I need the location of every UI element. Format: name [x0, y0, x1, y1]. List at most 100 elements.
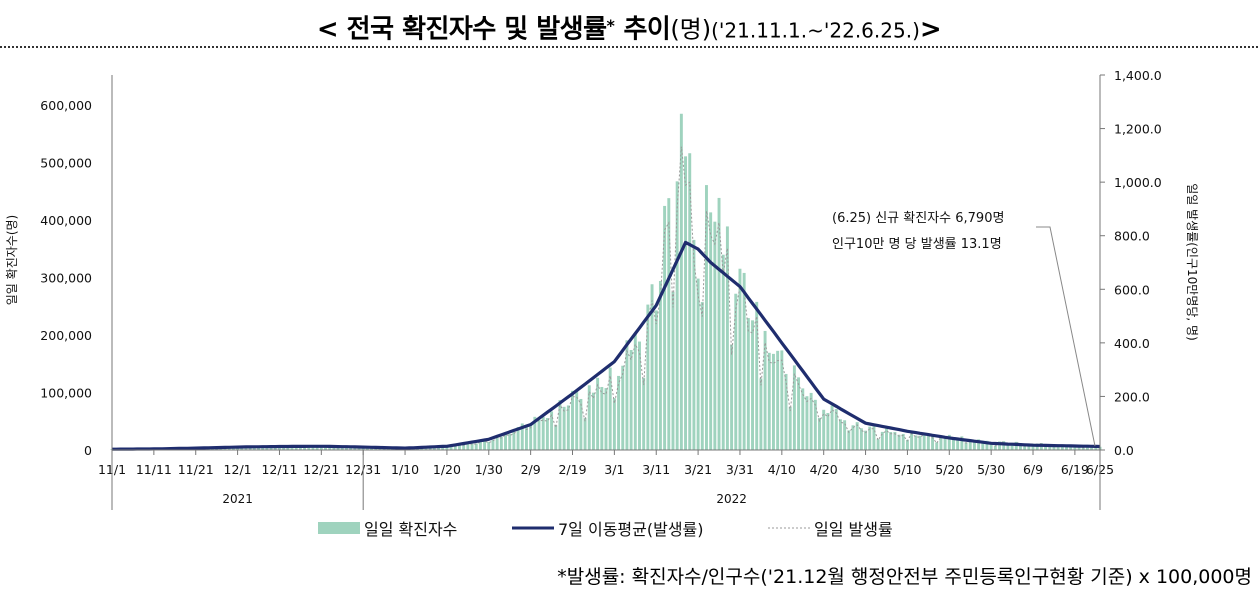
- bar: [466, 442, 470, 450]
- bar: [1027, 444, 1031, 450]
- bar: [307, 446, 311, 450]
- bar: [1069, 445, 1073, 450]
- bar: [1010, 443, 1014, 450]
- bar: [663, 205, 667, 450]
- legend-line-label: 7일 이동평균(발생률): [558, 520, 704, 539]
- y-right-tick: 800.0: [1114, 229, 1150, 244]
- legend-dotted-label: 일일 발생률: [814, 520, 893, 539]
- bar: [633, 332, 637, 450]
- y-right-tick: 1,200.0: [1114, 122, 1162, 137]
- bar: [265, 446, 269, 450]
- bar: [646, 304, 650, 450]
- bar: [880, 431, 884, 450]
- bar: [901, 433, 905, 450]
- bar: [537, 417, 541, 450]
- bar: [788, 406, 792, 450]
- x-tick-label: 1/20: [433, 462, 461, 477]
- title-suffix: >: [919, 14, 942, 45]
- bar: [571, 390, 574, 450]
- bar: [445, 446, 449, 450]
- bar: [286, 446, 290, 450]
- bar: [667, 198, 671, 450]
- bar: [696, 278, 700, 450]
- x-tick-label: 3/11: [642, 462, 670, 477]
- bar: [332, 447, 336, 450]
- x-tick-label: 3/1: [604, 462, 624, 477]
- bar: [872, 426, 876, 450]
- chart-canvas: 0 100,000 200,000 300,000 400,000 500,000 600,…: [5, 68, 1199, 539]
- annotation-line2: 인구10만 명 당 발생률 13.1명: [832, 237, 1002, 252]
- x-tick-label: 5/20: [935, 462, 963, 477]
- bar: [885, 428, 888, 450]
- bar: [1073, 445, 1077, 450]
- y-right-tick: 600.0: [1114, 282, 1150, 297]
- legend-bar-label: 일일 확진자수: [364, 520, 457, 539]
- bar: [612, 398, 616, 450]
- bar: [893, 432, 897, 450]
- bar: [826, 413, 830, 450]
- bar: [474, 443, 478, 450]
- bar: [608, 367, 612, 450]
- bar: [801, 388, 805, 450]
- title-star: *: [606, 16, 615, 35]
- bar: [311, 446, 315, 450]
- bar: [357, 447, 361, 450]
- bar: [755, 301, 759, 450]
- bar: [914, 435, 918, 450]
- legend-bar-swatch: [318, 522, 360, 534]
- x-tick-label: 11/21: [178, 462, 214, 477]
- x-tick-label: 1/30: [475, 462, 503, 477]
- bar: [855, 422, 859, 450]
- bar-series: [110, 113, 1102, 451]
- bar: [508, 433, 512, 450]
- x-tick-label: 5/30: [977, 462, 1005, 477]
- y-right-tick: 1,400.0: [1114, 68, 1162, 83]
- bar: [504, 433, 507, 450]
- bar: [859, 428, 863, 450]
- title-divider: [0, 46, 1258, 48]
- y-left-tick: 400,000: [40, 213, 92, 228]
- bar: [822, 409, 826, 450]
- bar: [972, 440, 976, 450]
- bar: [751, 320, 754, 450]
- bar: [759, 378, 763, 450]
- bar: [248, 447, 252, 450]
- x-tick-label: 6/9: [1023, 462, 1043, 477]
- bar: [483, 440, 487, 450]
- bar: [625, 340, 629, 450]
- bar: [566, 405, 570, 450]
- chart-title: < 전국 확진자수 및 발생률* 추이(명)('21.11.1.~'22.6.2…: [0, 6, 1258, 52]
- bar: [361, 447, 365, 450]
- bar: [252, 447, 256, 450]
- bar: [818, 417, 821, 450]
- y-left-tick: 0: [84, 443, 92, 458]
- title-main: 전국 확진자수 및 발생률: [346, 14, 607, 45]
- bar: [1018, 443, 1022, 450]
- bar: [947, 434, 951, 450]
- bar: [458, 444, 461, 450]
- bar: [838, 419, 842, 450]
- bar: [449, 446, 453, 450]
- x-tick-label: 4/20: [810, 462, 838, 477]
- bar: [805, 396, 809, 450]
- bar: [784, 373, 788, 450]
- bar: [604, 388, 608, 450]
- bar: [830, 405, 834, 450]
- bar: [575, 391, 579, 450]
- x-tick-label: 4/30: [852, 462, 880, 477]
- bar: [512, 431, 516, 450]
- x-tick-label: 4/10: [768, 462, 796, 477]
- bar: [763, 330, 767, 450]
- annotation-line1: (6.25) 신규 확진자수 6,790명: [832, 211, 1004, 226]
- bar: [939, 435, 943, 450]
- bar: [713, 221, 717, 450]
- bar: [918, 435, 922, 450]
- bar: [981, 441, 985, 450]
- bar: [935, 442, 939, 450]
- y-left-tick: 100,000: [40, 386, 92, 401]
- bar: [277, 446, 281, 450]
- title-prefix: <: [316, 14, 347, 45]
- bar: [654, 310, 658, 450]
- bar: [809, 392, 813, 450]
- bar: [340, 447, 344, 450]
